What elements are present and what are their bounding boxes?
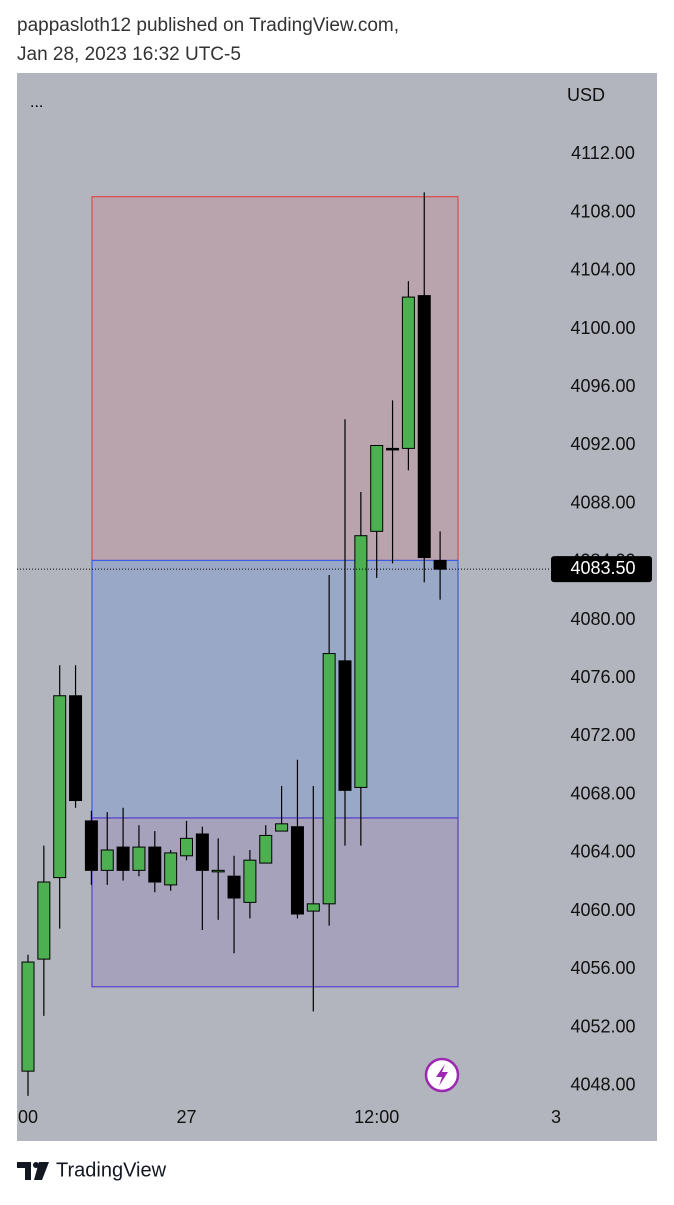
y-tick-label: 4088.00 [570,492,635,512]
candle-body [37,881,51,960]
candle-body [132,846,146,871]
last-price-label: 4083.50 [570,558,635,578]
candle-body [417,295,431,559]
candle-body [69,695,83,802]
y-tick-label: 4076.00 [570,667,635,687]
candle-body [180,837,193,857]
price-zone [91,196,459,562]
candle-body [211,869,225,873]
y-tick-label: 4064.00 [570,842,635,862]
menu-dots[interactable]: ... [30,94,43,111]
candle-body [164,852,178,886]
candle-body [243,859,257,903]
candle-body [21,961,35,1072]
candle-body [433,559,447,570]
y-tick-label: 4060.00 [570,900,635,920]
candle-body [290,826,304,915]
y-tick-label: 4108.00 [570,201,635,221]
y-tick-label: 4048.00 [570,1074,635,1094]
x-tick-label: 27 [176,1107,196,1127]
candle-body [53,695,67,879]
candle-body [148,846,162,883]
y-tick-label: 4068.00 [570,783,635,803]
price-zone [91,817,459,988]
candle-body [386,447,400,451]
y-tick-label: 4104.00 [570,260,635,280]
candle-body [370,444,384,532]
candle-body [100,849,114,871]
x-tick-label: 3 [551,1107,561,1127]
x-tick-label: 12:00 [354,1107,399,1127]
candle-body [306,903,320,912]
candle-body [338,660,352,791]
publish-date: Jan 28, 2023 16:32 UTC-5 [17,44,241,65]
publisher-line: pappasloth12 published on TradingView.co… [17,15,399,36]
candle-body [259,834,273,864]
y-tick-label: 4096.00 [570,376,635,396]
candle-body [116,846,130,871]
candle-body [322,653,336,905]
y-tick-label: 4092.00 [570,434,635,454]
price-zone [91,559,459,819]
y-tick-label: 4052.00 [570,1016,635,1036]
last-price-badge [551,556,652,583]
y-tick-label: 4072.00 [570,725,635,745]
candle-body [275,823,289,832]
candle-body [84,820,98,871]
tradingview-logo [17,1162,49,1180]
candle-body [195,833,209,871]
y-tick-label: 4100.00 [570,318,635,338]
brand-name: TradingView [56,1159,167,1181]
alert-icon[interactable] [424,1057,460,1093]
candle-body [401,296,415,449]
y-tick-label: 4056.00 [570,958,635,978]
y-tick-label: 4080.00 [570,609,635,629]
candle-body [354,535,368,788]
plot [21,192,459,1096]
candle-body [227,875,241,899]
y-tick-label: 4112.00 [571,143,635,163]
currency-label: USD [567,85,605,105]
x-tick-label: 00 [18,1107,38,1127]
